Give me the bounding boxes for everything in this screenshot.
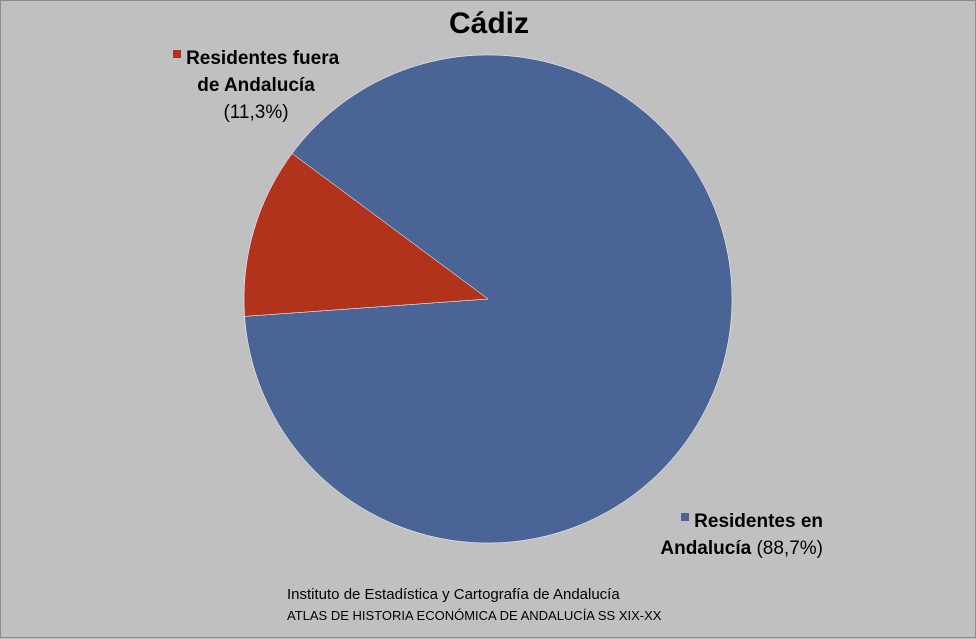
data-label-residentes-en: Residentes en Andalucía (88,7%) <box>623 508 823 562</box>
source-line2: ATLAS DE HISTORIA ECONÓMICA DE ANDALUCÍA… <box>287 608 662 623</box>
legend-marker-residentes-fuera <box>172 50 181 58</box>
label-percent: (88,7%) <box>756 538 823 559</box>
source-line1: Instituto de Estadística y Cartografía d… <box>287 586 620 603</box>
label-percent: (11,3%) <box>223 102 289 123</box>
chart-title: Cádiz <box>448 7 529 40</box>
legend-marker-residentes-en <box>680 513 689 521</box>
data-label-residentes-fuera: Residentes fuera de Andalucía (11,3%) <box>161 45 351 126</box>
source-note: Instituto de Estadística y Cartografía d… <box>287 584 661 626</box>
label-name-line2: de Andalucía <box>197 75 315 96</box>
label-name-line1: Residentes fuera <box>186 48 340 69</box>
pie-slice-residentes-fuera-de-andalucia <box>243 153 489 317</box>
label-name-line1: Residentes en <box>694 511 823 532</box>
label-name-line2: Andalucía <box>660 538 752 559</box>
